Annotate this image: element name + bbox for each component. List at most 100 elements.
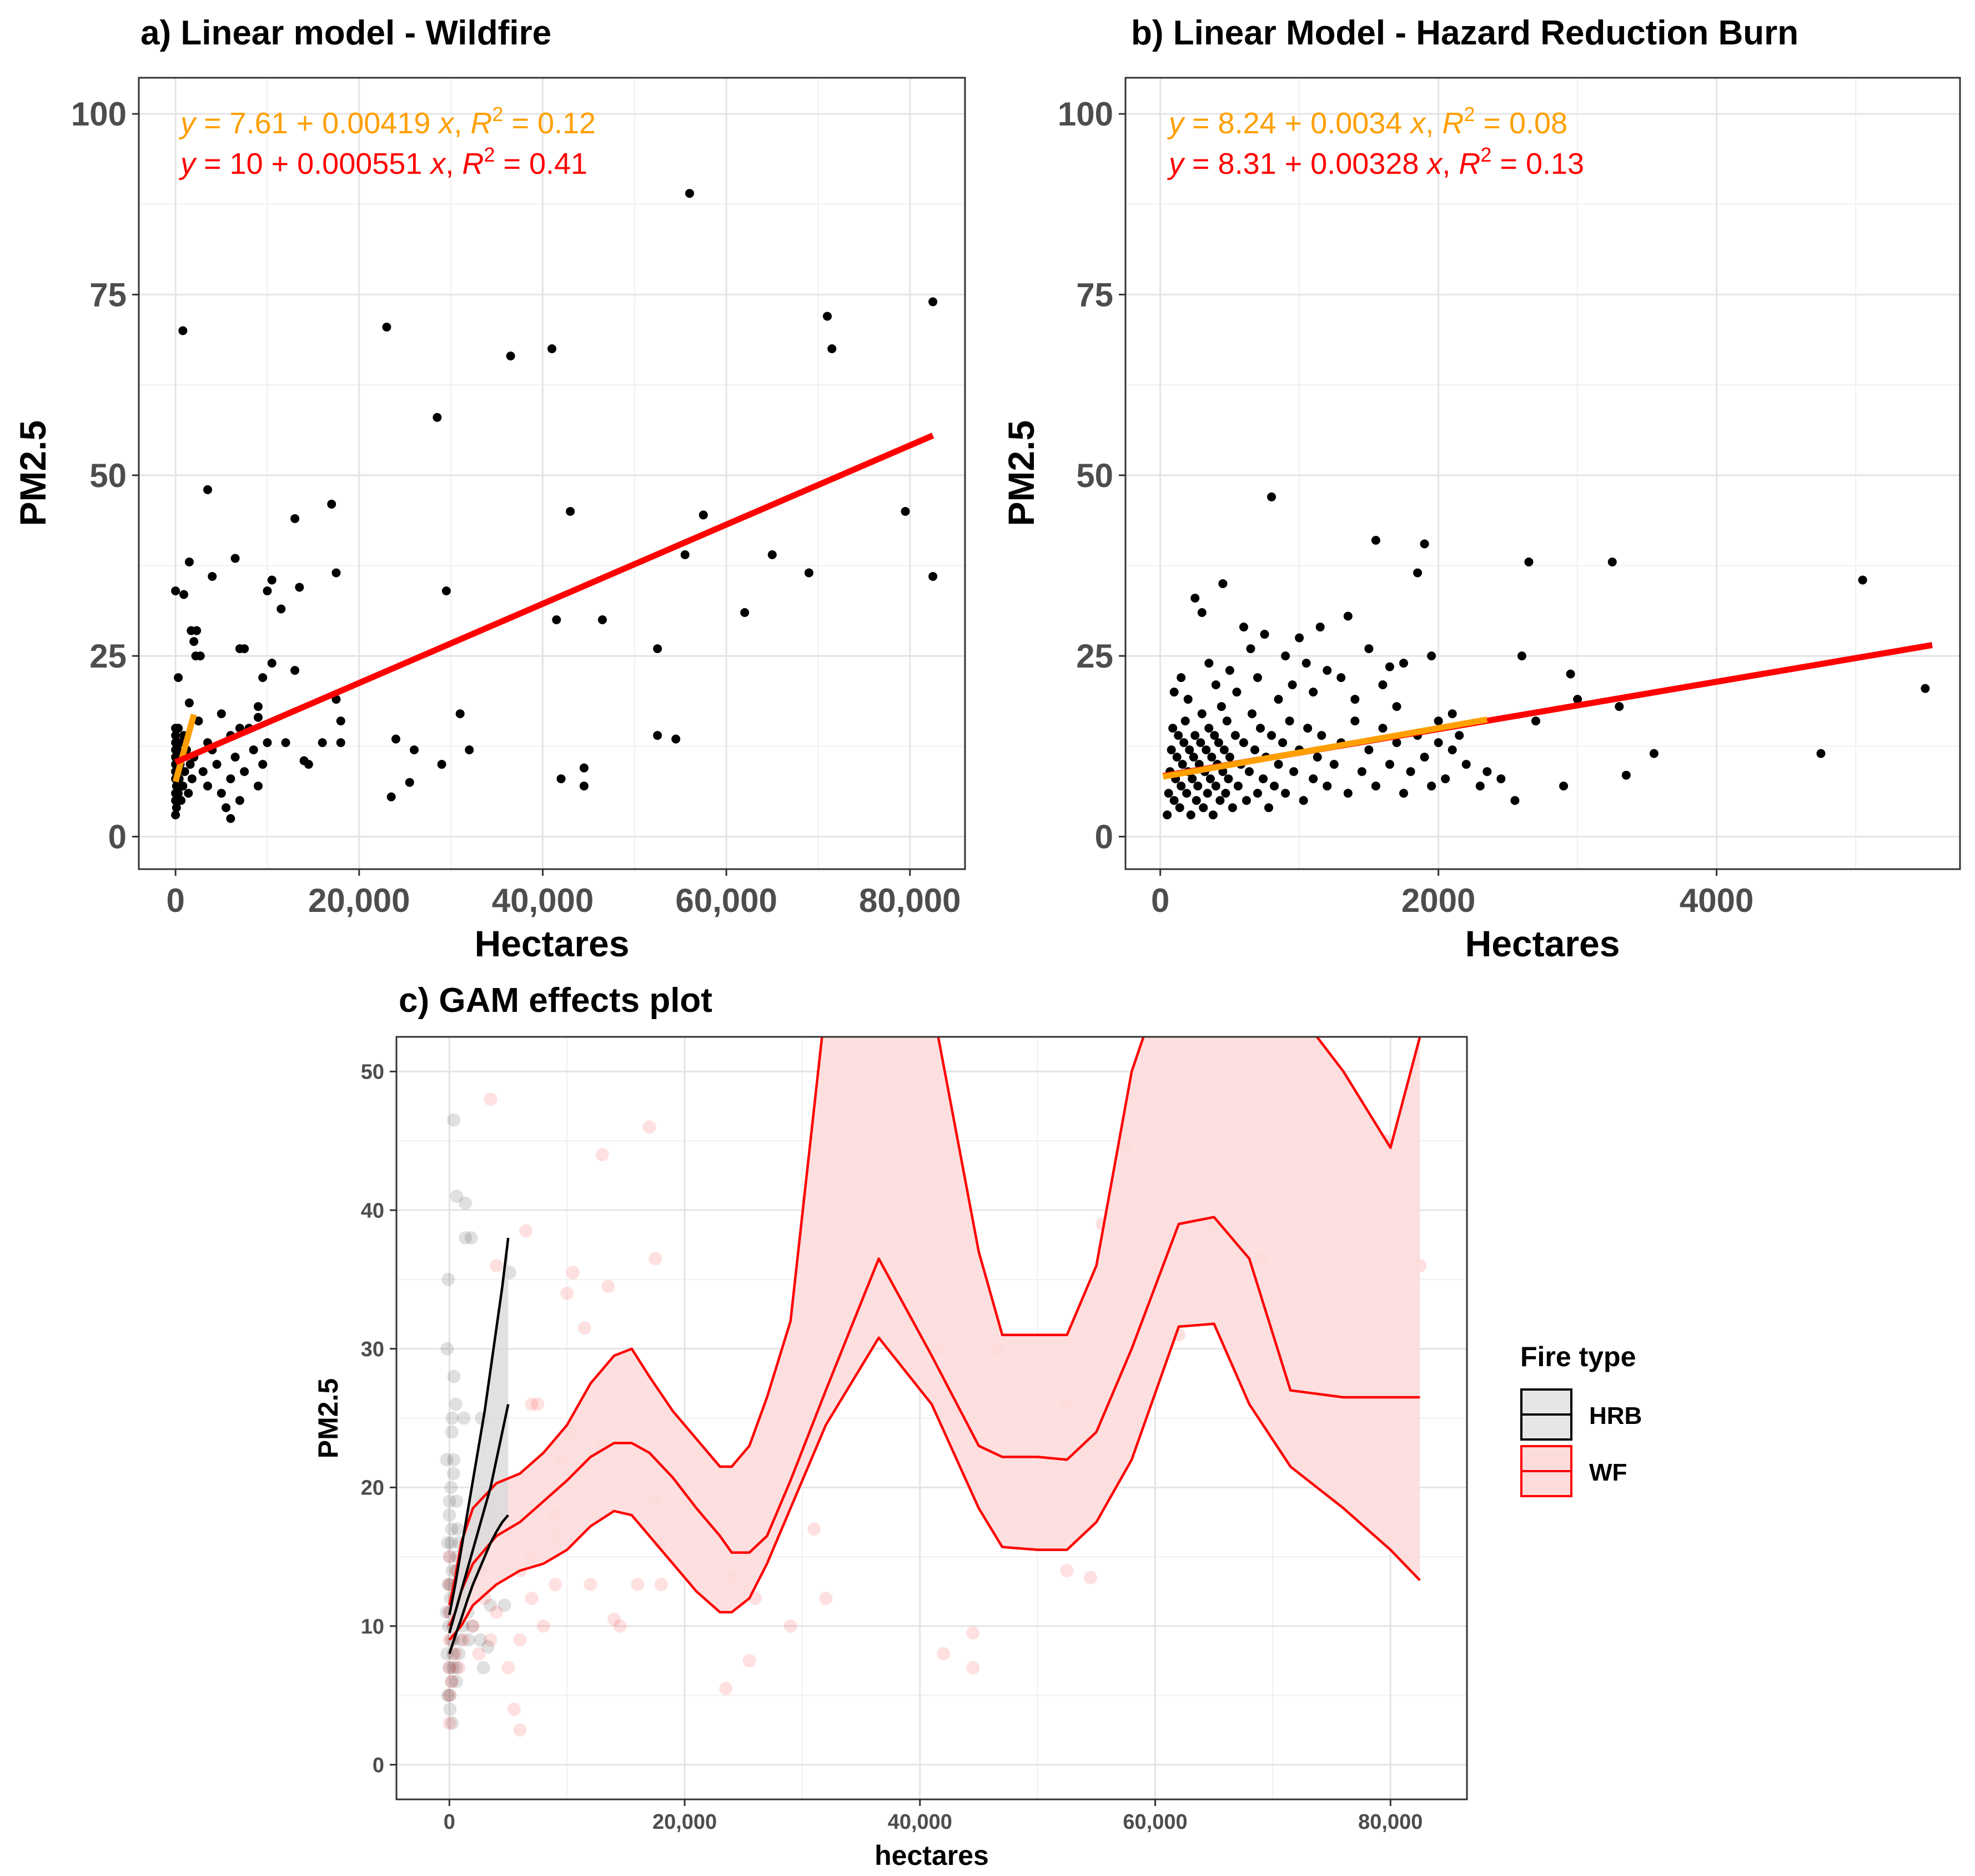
- data-point: [1218, 579, 1228, 588]
- wf-point: [484, 1633, 497, 1647]
- data-point: [290, 514, 300, 523]
- data-point: [566, 506, 575, 516]
- data-point: [405, 778, 414, 787]
- data-point: [171, 586, 180, 595]
- data-point: [1323, 666, 1332, 675]
- wf-point: [501, 1661, 515, 1674]
- data-point: [547, 344, 556, 354]
- hrb-point: [444, 1536, 458, 1550]
- data-point: [263, 738, 272, 748]
- equation-part: x: [429, 147, 446, 180]
- data-point: [1378, 680, 1388, 690]
- hrb-point: [449, 1397, 463, 1411]
- data-point: [1281, 789, 1290, 798]
- data-point: [1224, 774, 1233, 784]
- x-tick-label: 0: [444, 1810, 455, 1834]
- equation-part: R: [1459, 147, 1480, 180]
- data-point: [1177, 673, 1186, 683]
- hrb-point: [452, 1647, 466, 1661]
- equation-part: R: [462, 147, 484, 180]
- y-tick-label: 20: [361, 1477, 384, 1500]
- data-point: [187, 774, 197, 784]
- x-tick-label: 40,000: [492, 882, 594, 919]
- data-point: [198, 767, 208, 776]
- wf-point: [595, 1148, 609, 1162]
- wf-point: [472, 1647, 486, 1661]
- data-point: [671, 734, 681, 744]
- x-tick-label: 60,000: [1123, 1810, 1187, 1834]
- data-point: [1274, 760, 1283, 769]
- data-point: [410, 745, 419, 755]
- data-point: [1392, 738, 1401, 748]
- data-point: [240, 644, 249, 654]
- panel-c-y-label: PM2.5: [313, 1378, 344, 1459]
- y-tick-label: 100: [71, 96, 127, 133]
- data-point: [1167, 745, 1176, 755]
- data-point: [1392, 702, 1401, 711]
- data-point: [174, 724, 183, 733]
- data-point: [1192, 796, 1201, 805]
- data-point: [230, 554, 240, 563]
- hrb-point: [443, 1688, 457, 1702]
- data-point: [804, 568, 813, 578]
- data-point: [174, 789, 183, 798]
- y-tick-label: 30: [361, 1338, 384, 1361]
- hrb-point: [464, 1231, 478, 1245]
- data-point: [1559, 781, 1569, 791]
- legend-entry-hrb: HRB: [1520, 1388, 1642, 1441]
- data-point: [1364, 745, 1374, 755]
- data-point: [1461, 760, 1471, 769]
- data-point: [1281, 651, 1290, 661]
- data-point: [1239, 623, 1248, 632]
- panel-a-frame: [138, 77, 966, 870]
- data-point: [1309, 688, 1318, 697]
- wf-point: [484, 1092, 497, 1106]
- wf-point: [1060, 1564, 1074, 1578]
- data-point: [1215, 796, 1225, 805]
- wf-point: [783, 1619, 797, 1633]
- panel-a-equation-ols: y = 7.61 + 0.00419 x, R2 = 0.12: [178, 103, 596, 140]
- data-point: [1197, 608, 1207, 618]
- data-point: [1364, 644, 1374, 654]
- plot-background: [1125, 78, 1960, 869]
- wf-point: [443, 1688, 456, 1702]
- y-tick-label: 40: [361, 1199, 384, 1222]
- wf-point: [966, 1626, 980, 1640]
- equation-part: R: [1442, 107, 1464, 140]
- data-point: [1301, 659, 1311, 668]
- data-point: [1406, 767, 1415, 776]
- panel-a-y-label: PM2.5: [12, 420, 53, 526]
- wf-point: [448, 1647, 462, 1661]
- data-point: [1232, 688, 1242, 697]
- data-point: [203, 485, 212, 494]
- x-tick-label: 0: [166, 882, 184, 919]
- panel-b-frame: [1124, 77, 1961, 870]
- data-point: [1211, 680, 1220, 690]
- wf-point: [719, 1682, 733, 1696]
- data-point: [1378, 724, 1388, 733]
- data-point: [1434, 738, 1443, 748]
- wf-point: [513, 1633, 527, 1647]
- wf-point: [443, 1661, 456, 1674]
- data-point: [1270, 781, 1279, 791]
- data-point: [1207, 753, 1217, 762]
- hrb-point: [443, 1702, 457, 1716]
- data-point: [178, 781, 188, 791]
- data-point: [1233, 781, 1243, 791]
- data-point: [653, 731, 662, 740]
- data-point: [1217, 702, 1226, 711]
- wf-point: [456, 1633, 470, 1647]
- data-point: [184, 698, 194, 708]
- hrb-point: [450, 1494, 464, 1508]
- wf-point: [452, 1661, 466, 1674]
- data-point: [1190, 731, 1200, 740]
- data-point: [391, 734, 400, 744]
- data-point: [1190, 593, 1200, 603]
- data-point: [1615, 702, 1624, 711]
- data-point: [240, 767, 249, 776]
- data-point: [194, 716, 203, 726]
- data-point: [230, 753, 240, 762]
- data-point: [1163, 810, 1172, 820]
- panel-c-gam-effects: c) GAM effects plot 0 20,000 40,000 60,000 8…: [313, 981, 1642, 1871]
- wf-point: [525, 1592, 539, 1606]
